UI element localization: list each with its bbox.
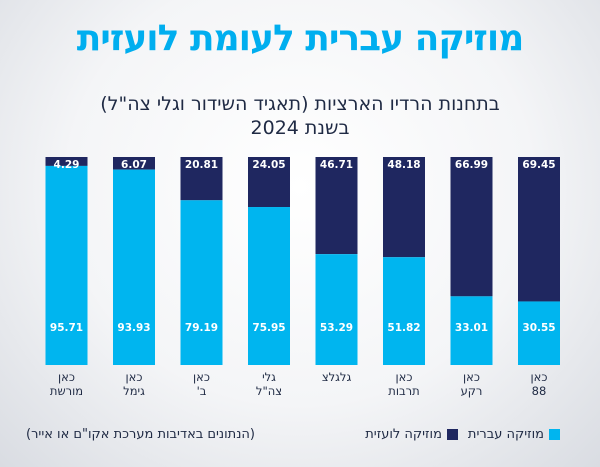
bar-hebrew-5 <box>180 200 223 365</box>
data-label-hebrew-1: 33.01 <box>455 322 488 334</box>
data-label-foreign-6: 6.07 <box>121 159 147 171</box>
data-label-hebrew-3: 53.29 <box>320 322 353 334</box>
category-label-0-1: 88 <box>532 384 547 398</box>
chart-title: מוזיקה עברית לעומת לועזית <box>76 18 525 59</box>
bar-foreign-0 <box>518 157 560 302</box>
bar-foreign-5 <box>180 157 223 201</box>
legend-item-foreign: מוזיקה לועזית <box>365 427 458 442</box>
category-label-1-0: כאן <box>463 370 480 384</box>
chart-subtitle: בתחנות הרדיו הארציות (תאגיד השידור וגלי … <box>0 92 600 140</box>
data-label-hebrew-4: 75.95 <box>252 322 285 334</box>
legend-label-foreign: מוזיקה לועזית <box>365 427 442 442</box>
category-label-4-0: גלי <box>262 370 276 384</box>
bar-foreign-2 <box>383 157 425 258</box>
bar-hebrew-6 <box>113 169 155 365</box>
data-label-hebrew-6: 93.93 <box>117 322 150 334</box>
data-source-note: (הנתונים באדיבות מערכת אקו"ם או אייר) <box>26 427 255 442</box>
legend: מוזיקה עברית מוזיקה לועזית <box>365 427 560 442</box>
category-label-1-1: רקע <box>461 384 483 398</box>
data-label-hebrew-5: 79.19 <box>185 322 218 334</box>
bar-hebrew-2 <box>383 257 425 365</box>
data-label-foreign-5: 20.81 <box>185 159 218 171</box>
subtitle-line-1: בתחנות הרדיו הארציות (תאגיד השידור וגלי … <box>100 93 500 115</box>
bar-foreign-4 <box>248 157 290 208</box>
data-label-foreign-2: 48.18 <box>387 159 420 171</box>
category-label-3-0: גלגלצ <box>322 370 352 384</box>
legend-swatch-foreign <box>446 429 458 440</box>
category-label-2-1: תרבות <box>388 384 419 398</box>
bar-hebrew-0 <box>518 301 560 365</box>
bar-hebrew-1 <box>450 296 493 365</box>
category-label-5-0: כאן <box>193 370 210 384</box>
bar-foreign-1 <box>450 157 493 297</box>
data-label-foreign-7: 4.29 <box>54 159 80 171</box>
bar-foreign-7 <box>45 157 88 166</box>
data-label-hebrew-0: 30.55 <box>522 322 555 334</box>
category-label-5-1: ב' <box>197 384 207 398</box>
legend-swatch-hebrew <box>549 429 560 440</box>
data-label-foreign-1: 66.99 <box>455 159 488 171</box>
legend-label-hebrew: מוזיקה עברית <box>467 427 544 442</box>
data-label-foreign-3: 46.71 <box>320 159 353 171</box>
category-label-7-0: כאן <box>58 370 75 384</box>
subtitle-line-2: בשנת 2024 <box>250 117 350 139</box>
category-label-6-0: כאן <box>126 370 143 384</box>
category-label-0-0: כאן <box>531 370 548 384</box>
category-label-4-1: צה"ל <box>256 384 282 398</box>
category-label-6-1: גימל <box>123 384 145 398</box>
legend-item-hebrew: מוזיקה עברית <box>468 427 560 442</box>
bar-foreign-6 <box>113 157 155 170</box>
bar-foreign-3 <box>315 157 358 255</box>
bar-hebrew-4 <box>248 207 290 365</box>
data-label-hebrew-7: 95.71 <box>50 322 83 334</box>
data-label-foreign-4: 24.05 <box>252 159 285 171</box>
bar-hebrew-7 <box>45 165 88 365</box>
data-label-foreign-0: 69.45 <box>522 159 555 171</box>
category-label-7-1: מורשת <box>50 384 83 398</box>
data-label-hebrew-2: 51.82 <box>387 322 420 334</box>
bar-hebrew-3 <box>315 254 358 365</box>
category-label-2-0: כאן <box>396 370 413 384</box>
